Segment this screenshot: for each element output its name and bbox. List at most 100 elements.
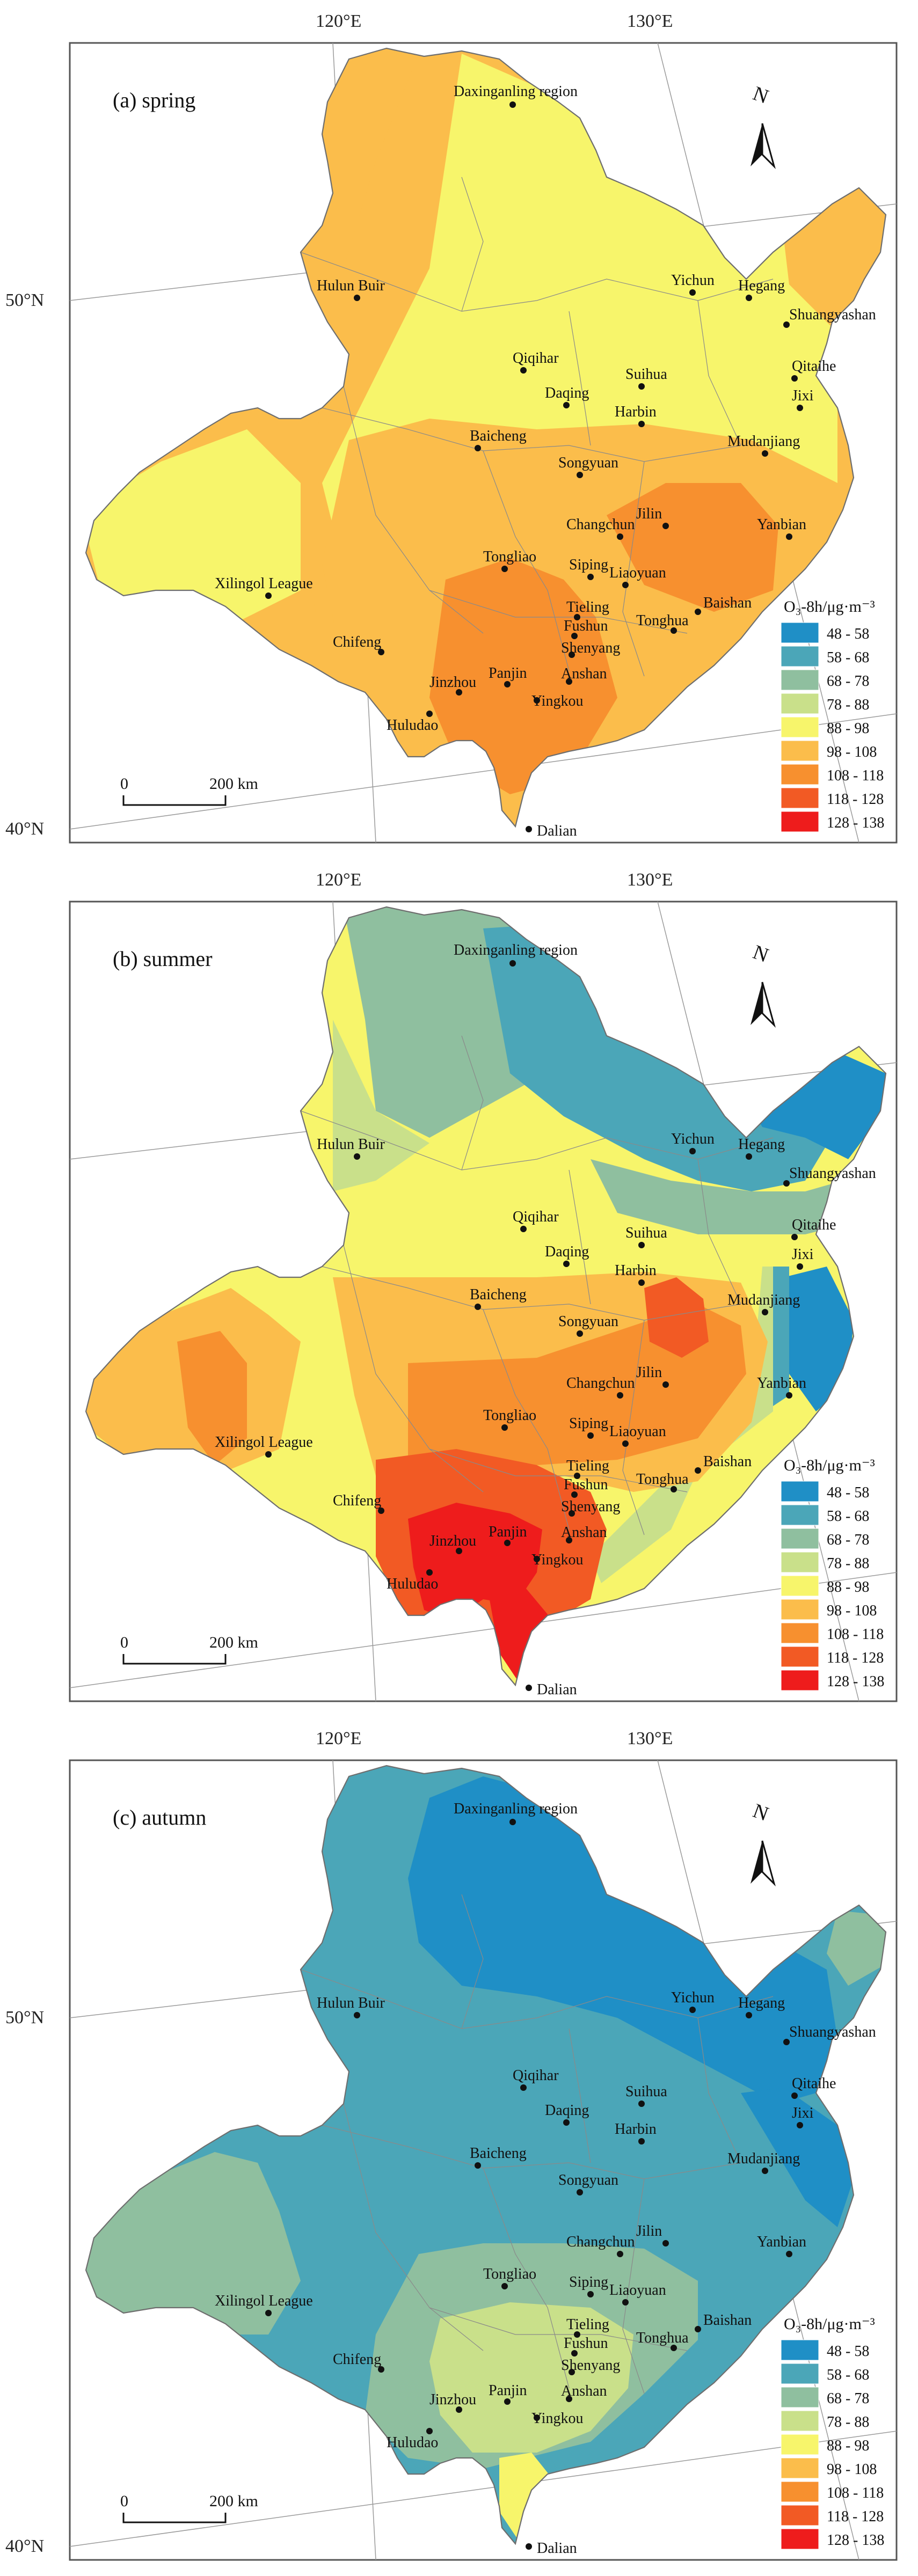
city-label: Changchun [566, 2234, 635, 2250]
city-tongliao: Tongliao [483, 548, 536, 572]
city-huludao: Huludao [387, 2428, 438, 2451]
city-panjin: Panjin [489, 665, 527, 687]
city-label: Changchun [566, 516, 635, 533]
city-label: Huludao [387, 1576, 438, 1592]
city-dot-icon [569, 652, 575, 658]
city-yingkou: Yingkou [531, 2410, 583, 2427]
city-daxinganling-region: Daxinganling region [454, 942, 578, 967]
city-dot-icon [475, 2162, 481, 2169]
city-qiqihar: Qiqihar [513, 1209, 559, 1232]
city-label: Shenyang [561, 1498, 620, 1515]
legend-swatch [781, 1481, 819, 1502]
city-label: Harbin [615, 2121, 657, 2138]
city-suihua: Suihua [625, 1225, 667, 1248]
city-jixi: Jixi [792, 2105, 814, 2128]
city-label: Shenyang [561, 2357, 620, 2374]
city-label: Qiqihar [513, 350, 559, 367]
city-label: Yichun [671, 272, 715, 289]
city-label: Anshan [561, 665, 607, 682]
city-shenyang: Shenyang [561, 2357, 620, 2375]
city-dot-icon [791, 2092, 798, 2099]
city-huludao: Huludao [387, 1569, 438, 1592]
city-dot-icon [638, 2138, 645, 2145]
legend-item: 48 - 58 [781, 2339, 869, 2361]
legend-swatch [781, 787, 819, 809]
legend: O₃-8h/μg·m⁻³ 48 - 58 58 - 68 68 - 78 78 - 8… [781, 598, 884, 832]
city-yanbian: Yanbian [757, 516, 806, 540]
city-label: Yingkou [531, 2410, 583, 2427]
city-label: Suihua [625, 366, 667, 383]
city-dot-icon [762, 2168, 768, 2174]
admin-boundaries [300, 177, 774, 677]
legend-swatch [781, 2387, 819, 2408]
legend-item: 88 - 98 [781, 1575, 869, 1597]
city-dot-icon [671, 627, 677, 634]
city-dot-icon [617, 1392, 623, 1399]
city-label: Mudanjiang [727, 2150, 800, 2167]
city-label: Tieling [566, 1458, 609, 1474]
svg-text:0: 0 [120, 2492, 128, 2510]
city-label: Tonghua [636, 2330, 689, 2346]
legend: O₃-8h/μg·m⁻³ 48 - 58 58 - 68 68 - 78 78 - 8… [781, 2315, 884, 2550]
contour-zone [741, 2088, 854, 2227]
legend-item: 118 - 128 [781, 1646, 884, 1667]
legend-label: 58 - 68 [827, 649, 869, 666]
svg-text:200 km: 200 km [209, 775, 258, 793]
svg-text:0: 0 [120, 775, 128, 793]
city-jinzhou: Jinzhou [429, 2391, 476, 2413]
scale-bar: 0 200 km [120, 1634, 258, 1665]
city-dot-icon [797, 2122, 803, 2128]
contour-zone [429, 2302, 633, 2453]
city-dot-icon [786, 533, 792, 540]
city-label: Jixi [792, 387, 814, 404]
legend-swatch [781, 1552, 819, 1573]
city-dot-icon [783, 321, 790, 328]
legend-label: 98 - 108 [827, 1602, 877, 1619]
legend-label: 48 - 58 [827, 1484, 869, 1501]
legend: O₃-8h/μg·m⁻³ 48 - 58 58 - 68 68 - 78 78 - 8… [781, 1457, 884, 1691]
legend-label: 118 - 128 [827, 2508, 884, 2525]
city-jinzhou: Jinzhou [429, 1533, 476, 1554]
city-dot-icon [662, 2240, 669, 2246]
city-dot-icon [622, 582, 629, 588]
lon-label-120: 120°E [316, 870, 361, 890]
city-dot-icon [638, 383, 645, 390]
city-label: Xilingol League [215, 2293, 313, 2309]
legend-item: 128 - 138 [781, 811, 884, 832]
lat-label-40: 40°N [5, 819, 44, 839]
lon-label-120: 120°E [316, 11, 361, 31]
city-label: Fushun [564, 1476, 608, 1493]
city-label: Panjin [489, 665, 527, 682]
city-anshan: Anshan [561, 2383, 607, 2402]
city-dot-icon [563, 2119, 570, 2126]
city-dot-icon [574, 2331, 580, 2338]
city-dot-icon [475, 1304, 481, 1310]
lon-label-120: 120°E [316, 1729, 361, 1748]
city-label: Baishan [703, 2312, 752, 2329]
city-dot-icon [689, 2007, 696, 2013]
city-dot-icon [526, 1685, 532, 1691]
lat-label-40: 40°N [5, 2536, 44, 2556]
legend-swatch [781, 2434, 819, 2455]
legend-label: 128 - 138 [827, 2532, 884, 2549]
legend-item: 78 - 88 [781, 693, 869, 714]
city-suihua: Suihua [625, 2083, 667, 2107]
city-shenyang: Shenyang [561, 1498, 620, 1517]
city-dot-icon [426, 2428, 433, 2434]
city-xilingol-league: Xilingol League [215, 575, 313, 599]
city-dot-icon [354, 295, 360, 301]
city-dot-icon [786, 1392, 792, 1399]
city-dot-icon [520, 367, 527, 374]
contour-zone [784, 1267, 854, 1411]
legend-label: 108 - 118 [827, 1626, 884, 1643]
city-dot-icon [577, 2189, 583, 2196]
city-harbin: Harbin [615, 404, 657, 427]
city-shuangyashan: Shuangyashan [783, 306, 876, 328]
legend-swatch [781, 693, 819, 714]
city-label: Daqing [545, 385, 589, 401]
legend-item: 108 - 118 [781, 1622, 884, 1644]
city-label: Dalian [537, 2540, 577, 2557]
city-tongliao: Tongliao [483, 1407, 536, 1431]
legend-swatch [781, 646, 819, 667]
legend-item: 78 - 88 [781, 1552, 869, 1573]
